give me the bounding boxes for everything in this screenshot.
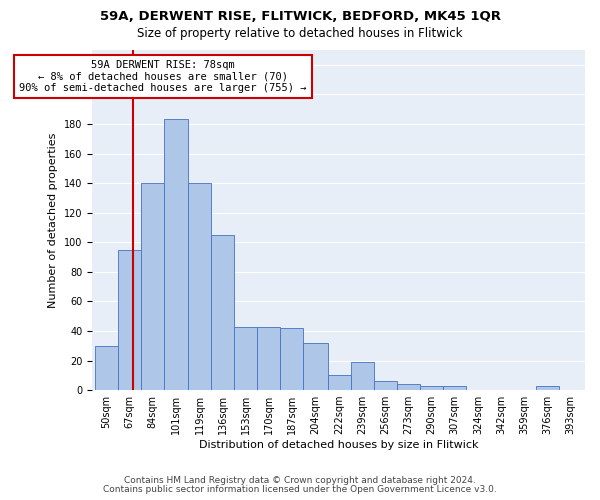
Text: Contains public sector information licensed under the Open Government Licence v3: Contains public sector information licen… (103, 485, 497, 494)
Bar (328, 376, 351, 390)
Text: Contains HM Land Registry data © Crown copyright and database right 2024.: Contains HM Land Registry data © Crown c… (124, 476, 476, 485)
Text: 59A DERWENT RISE: 78sqm
← 8% of detached houses are smaller (70)
90% of semi-det: 59A DERWENT RISE: 78sqm ← 8% of detached… (19, 60, 307, 93)
Bar (443, 386, 466, 390)
X-axis label: Distribution of detached houses by size in Flitwick: Distribution of detached houses by size … (199, 440, 478, 450)
Bar (397, 384, 420, 390)
Bar (351, 362, 374, 390)
Text: 59A, DERWENT RISE, FLITWICK, BEDFORD, MK45 1QR: 59A, DERWENT RISE, FLITWICK, BEDFORD, MK… (100, 10, 500, 23)
Bar (536, 386, 559, 390)
Y-axis label: Number of detached properties: Number of detached properties (49, 132, 58, 308)
Bar (95, 346, 118, 390)
Bar (280, 328, 304, 390)
Bar (211, 235, 235, 390)
Text: Size of property relative to detached houses in Flitwick: Size of property relative to detached ho… (137, 28, 463, 40)
Bar (420, 386, 443, 390)
Bar (188, 183, 211, 390)
Bar (257, 326, 280, 390)
Bar (374, 381, 397, 390)
Bar (141, 183, 164, 390)
Bar (304, 343, 328, 390)
Bar (164, 120, 188, 390)
Bar (118, 250, 141, 390)
Bar (235, 326, 257, 390)
